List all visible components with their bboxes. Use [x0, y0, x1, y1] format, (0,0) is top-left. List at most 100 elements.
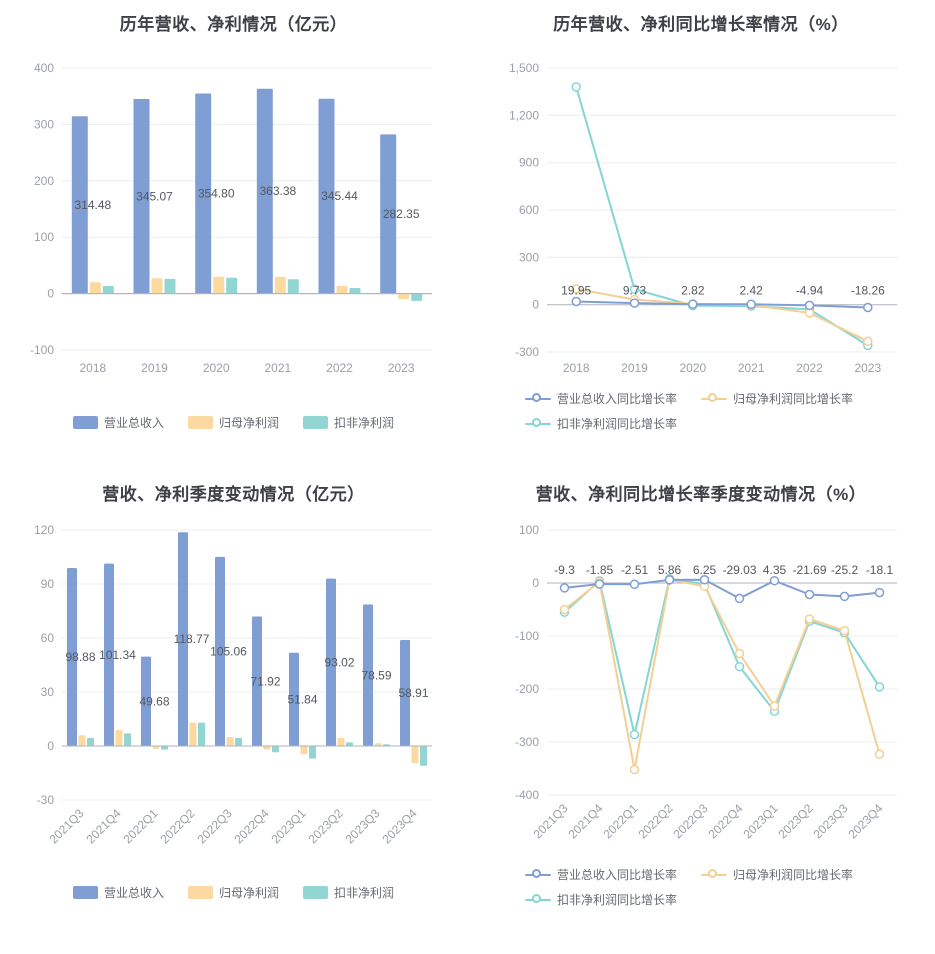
- svg-text:-400: -400: [515, 788, 539, 802]
- legend-label: 营业总收入同比增长率: [557, 868, 678, 882]
- svg-text:49.68: 49.68: [139, 694, 169, 708]
- legend-line-marker-icon: [701, 392, 728, 405]
- svg-text:2022Q2: 2022Q2: [158, 806, 198, 846]
- svg-text:2022Q3: 2022Q3: [195, 806, 235, 846]
- legend-label: 营业总收入: [103, 416, 164, 430]
- svg-text:2021: 2021: [738, 361, 765, 375]
- svg-text:-18.1: -18.1: [866, 563, 894, 577]
- svg-text:0: 0: [532, 576, 539, 590]
- legend-label: 营业总收入同比增长率: [557, 392, 678, 406]
- svg-text:58.91: 58.91: [398, 686, 428, 700]
- legend-item-lineteal[interactable]: 扣非净利润同比增长率: [525, 415, 677, 432]
- legend-line-marker-icon: [701, 868, 728, 881]
- svg-text:2.42: 2.42: [739, 284, 763, 298]
- svg-text:120: 120: [34, 523, 54, 537]
- legend-label: 归母净利润同比增长率: [733, 392, 854, 406]
- legend-item-teal[interactable]: 扣非净利润: [303, 884, 394, 901]
- svg-text:2023: 2023: [854, 361, 881, 375]
- legend-swatch-icon: [187, 416, 213, 429]
- svg-text:2021Q4: 2021Q4: [566, 801, 606, 841]
- svg-text:2018: 2018: [79, 361, 106, 375]
- svg-text:-29.03: -29.03: [722, 563, 756, 577]
- svg-text:900: 900: [519, 156, 539, 170]
- svg-text:2020: 2020: [679, 361, 706, 375]
- svg-text:2023Q4: 2023Q4: [380, 806, 420, 846]
- svg-text:90: 90: [41, 577, 55, 591]
- legend-line-marker-icon: [525, 392, 551, 405]
- svg-text:2021Q3: 2021Q3: [47, 806, 87, 846]
- svg-text:1,200: 1,200: [509, 108, 539, 122]
- panel-quarterly-values: 营收、净利季度变动情况（亿元） 120 90 60 30 0 -30 2021Q3 2021Q…: [0, 472, 467, 954]
- svg-text:2023Q3: 2023Q3: [343, 806, 383, 846]
- svg-text:2022Q2: 2022Q2: [636, 801, 676, 841]
- legend-label: 扣非净利润同比增长率: [557, 417, 678, 431]
- legend-item-lineorange[interactable]: 归母净利润同比增长率: [701, 866, 853, 883]
- legend-swatch-icon: [303, 886, 328, 899]
- legend-label: 扣非净利润: [334, 886, 395, 900]
- svg-text:2.82: 2.82: [681, 284, 705, 298]
- svg-text:101.34: 101.34: [99, 648, 136, 662]
- legend-item-blue[interactable]: 营业总收入: [72, 884, 164, 901]
- quarterly-values-bar-chart: 1209060300-302021Q32021Q42022Q12022Q2202…: [34, 523, 432, 846]
- svg-text:51.84: 51.84: [287, 692, 317, 706]
- svg-text:-1.85: -1.85: [586, 563, 614, 577]
- svg-text:314.48: 314.48: [74, 198, 111, 212]
- svg-text:300: 300: [34, 117, 54, 131]
- svg-text:2022: 2022: [796, 361, 823, 375]
- svg-text:2023: 2023: [388, 361, 415, 375]
- annual-values-title: 历年营收、净利情况（亿元）: [119, 15, 348, 34]
- svg-text:300: 300: [519, 250, 539, 264]
- legend-item-blue[interactable]: 营业总收入: [72, 414, 164, 431]
- legend-line-marker-icon: [525, 417, 551, 430]
- legend-label: 归母净利润同比增长率: [733, 868, 854, 882]
- svg-text:2018: 2018: [563, 361, 590, 375]
- legend-swatch-icon: [72, 886, 98, 899]
- annual-growth-title: 历年营收、净利同比增长率情况（%）: [553, 15, 849, 34]
- legend-label: 营业总收入: [103, 886, 164, 900]
- svg-text:30: 30: [41, 685, 55, 699]
- svg-text:-18.26: -18.26: [851, 284, 885, 298]
- panel-annual-values: 历年营收、净利情况（亿元） 400 300 200 100 0 -100 2018 2019 2…: [0, 0, 467, 472]
- svg-text:2022: 2022: [326, 361, 353, 375]
- svg-text:2023Q2: 2023Q2: [776, 801, 816, 841]
- svg-text:2019: 2019: [141, 361, 168, 375]
- svg-text:-25.2: -25.2: [831, 563, 859, 577]
- svg-text:98.88: 98.88: [65, 650, 95, 664]
- svg-text:60: 60: [41, 631, 55, 645]
- svg-text:-2.51: -2.51: [621, 563, 649, 577]
- annual-values-bar-chart: 400 300 200 100 0 -100 2018 2019 2020 2021 2022 202…: [30, 61, 432, 375]
- svg-text:-100: -100: [515, 629, 539, 643]
- svg-text:2022Q4: 2022Q4: [232, 806, 272, 846]
- svg-text:78.59: 78.59: [361, 668, 391, 682]
- svg-text:2022Q1: 2022Q1: [601, 801, 641, 841]
- svg-text:2023Q1: 2023Q1: [741, 801, 781, 841]
- legend-item-lineblue[interactable]: 营业总收入同比增长率: [525, 866, 677, 883]
- legend-item-lineteal[interactable]: 扣非净利润同比增长率: [525, 891, 677, 908]
- svg-text:600: 600: [519, 203, 539, 217]
- svg-text:345.07: 345.07: [136, 189, 173, 203]
- svg-text:-9.3: -9.3: [554, 563, 575, 577]
- svg-text:2023Q1: 2023Q1: [269, 806, 309, 846]
- legend-item-teal[interactable]: 扣非净利润: [303, 414, 394, 431]
- svg-text:19.95: 19.95: [561, 284, 591, 298]
- svg-text:2019: 2019: [621, 361, 648, 375]
- svg-text:71.92: 71.92: [250, 674, 280, 688]
- annual-growth-line-chart: 1,500 1,200 900 600 300 0 -300 2018 2019 2020 2021…: [509, 61, 897, 375]
- legend-label: 归母净利润: [218, 886, 279, 900]
- legend-item-orange[interactable]: 归母净利润: [187, 884, 279, 901]
- legend-item-lineblue[interactable]: 营业总收入同比增长率: [525, 390, 677, 407]
- legend-item-lineorange[interactable]: 归母净利润同比增长率: [701, 390, 853, 407]
- svg-text:-4.94: -4.94: [796, 284, 824, 298]
- svg-text:5.86: 5.86: [658, 563, 682, 577]
- annual-growth-legend: 营业总收入同比增长率 归母净利润同比增长率扣非净利润同比增长率: [525, 390, 909, 432]
- quarterly-growth-line-chart: 1000-100-200-300-4002021Q32021Q42022Q120…: [515, 523, 897, 841]
- svg-text:2021Q3: 2021Q3: [531, 801, 571, 841]
- quarterly-values-title: 营收、净利季度变动情况（亿元）: [102, 485, 365, 504]
- svg-text:0: 0: [47, 287, 54, 301]
- legend-item-orange[interactable]: 归母净利润: [187, 414, 279, 431]
- legend-swatch-icon: [303, 416, 328, 429]
- quarterly-values-legend: 营业总收入 归母净利润 扣非净利润: [0, 884, 467, 901]
- svg-text:282.35: 282.35: [383, 207, 420, 221]
- svg-text:-30: -30: [37, 793, 55, 807]
